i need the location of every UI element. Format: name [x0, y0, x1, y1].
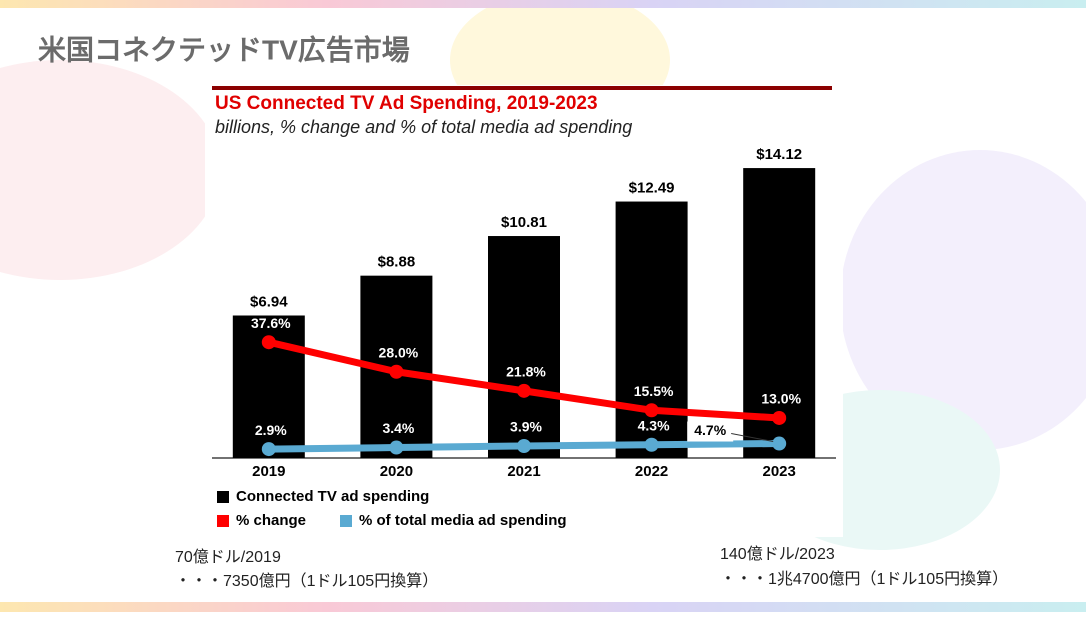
data-label: $14.12: [756, 146, 802, 163]
data-label: 3.4%: [382, 420, 414, 436]
point: [772, 410, 787, 425]
chart-rule: [212, 86, 832, 90]
point: [644, 403, 659, 418]
point: [389, 440, 404, 455]
point: [644, 437, 659, 452]
data-label: 21.8%: [506, 364, 546, 380]
legend-label: % change: [236, 512, 306, 529]
chart-subtitle: billions, % change and % of total media …: [215, 117, 632, 137]
data-label: 4.7%: [694, 422, 726, 438]
slide-title: 米国コネクテッドTV広告市場: [38, 33, 410, 65]
point: [517, 383, 531, 398]
bar: [743, 168, 816, 458]
point: [261, 335, 276, 350]
legend-label: Connected TV ad spending: [236, 488, 429, 505]
legend-swatch: [217, 515, 229, 527]
point: [261, 442, 276, 457]
data-label: 4.3%: [638, 417, 670, 433]
note: 70億ドル/2019: [175, 548, 281, 566]
chart-title: US Connected TV Ad Spending, 2019-2023: [215, 93, 598, 114]
x-tick-label: 2019: [252, 463, 285, 480]
note: ・・・7350億円（1ドル105円換算）: [175, 571, 438, 590]
data-label: $6.94: [250, 293, 288, 310]
blob: [840, 150, 1086, 450]
note: ・・・1兆4700億円（1ドル105円換算）: [720, 569, 1008, 588]
data-label: 13.0%: [761, 391, 801, 407]
x-tick-label: 2022: [635, 463, 668, 480]
legend-label: % of total media ad spending: [359, 512, 567, 529]
note: 140億ドル/2023: [720, 545, 835, 563]
x-tick-label: 2023: [763, 463, 796, 480]
data-label: 2.9%: [255, 422, 287, 438]
bar: [488, 236, 560, 458]
point: [517, 438, 531, 453]
top-strip: [0, 0, 1086, 8]
data-label: $10.81: [501, 214, 547, 231]
legend-swatch: [340, 515, 352, 527]
x-tick-label: 2021: [507, 463, 540, 480]
data-label: 37.6%: [251, 315, 291, 331]
data-label: 28.0%: [379, 344, 419, 360]
bottom-strip: [0, 602, 1086, 612]
legend-swatch: [217, 491, 229, 503]
data-label: $8.88: [378, 254, 416, 271]
data-label: $12.49: [629, 180, 675, 197]
blob: [0, 60, 220, 280]
point: [389, 364, 404, 379]
x-tick-label: 2020: [380, 463, 413, 480]
leader: [731, 433, 774, 443]
label-box: [687, 421, 734, 442]
data-label: 3.9%: [510, 419, 542, 435]
data-label: 15.5%: [634, 383, 674, 399]
point: [772, 436, 787, 451]
